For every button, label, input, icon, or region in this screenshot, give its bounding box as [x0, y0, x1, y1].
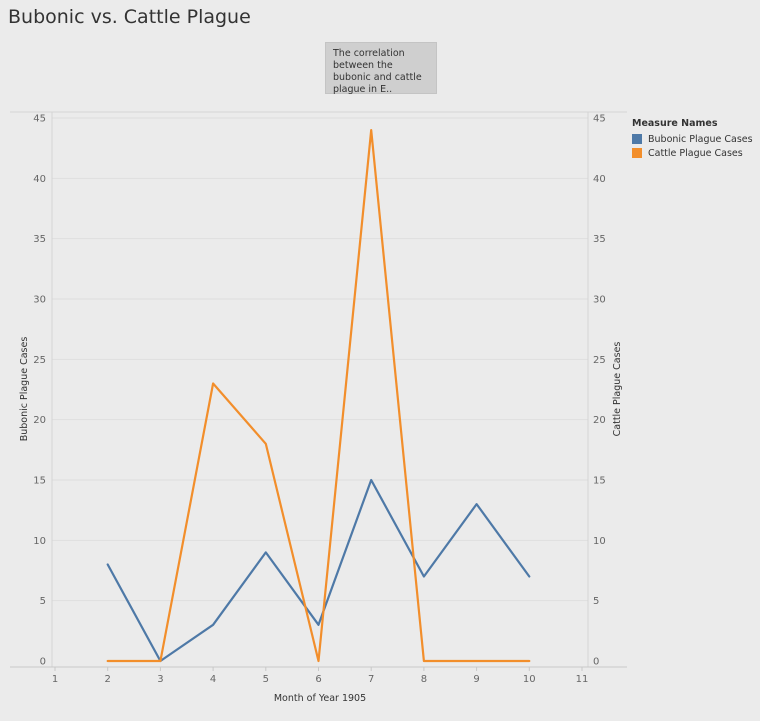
y-tick-left-40: 40 [33, 174, 46, 185]
data-point-cattle-5[interactable] [263, 441, 268, 446]
legend-item-bubonic[interactable]: Bubonic Plague Cases [632, 132, 753, 146]
x-tick-7: 7 [368, 674, 374, 685]
data-point-cattle-8[interactable] [421, 659, 426, 664]
data-point-bubonic-2[interactable] [105, 562, 110, 567]
data-point-cattle-4[interactable] [211, 381, 216, 386]
data-point-cattle-3[interactable] [158, 659, 163, 664]
y-tick-left-25: 25 [33, 355, 46, 366]
series-lines [105, 128, 532, 664]
data-point-cattle-2[interactable] [105, 659, 110, 664]
y-tick-left-5: 5 [40, 596, 46, 607]
x-tick-8: 8 [421, 674, 427, 685]
y-tick-right-20: 20 [593, 415, 606, 426]
x-axis-title: Month of Year 1905 [274, 693, 366, 704]
y-tick-left-45: 45 [33, 114, 46, 125]
y-tick-right-40: 40 [593, 174, 606, 185]
y-tick-left-10: 10 [33, 536, 46, 547]
data-point-bubonic-10[interactable] [527, 574, 532, 579]
x-tick-1: 1 [52, 674, 58, 685]
y-tick-left-35: 35 [33, 234, 46, 245]
y-tick-right-5: 5 [593, 596, 599, 607]
data-point-cattle-10[interactable] [527, 659, 532, 664]
data-point-cattle-6[interactable] [316, 659, 321, 664]
legend-label-cattle: Cattle Plague Cases [648, 147, 743, 159]
data-point-bubonic-4[interactable] [211, 622, 216, 627]
y-axis-title-right: Cattle Plague Cases [612, 342, 623, 437]
y-tick-right-25: 25 [593, 355, 606, 366]
x-tick-4: 4 [210, 674, 216, 685]
legend-title: Measure Names [632, 118, 718, 129]
y-tick-right-0: 0 [593, 657, 599, 668]
y-tick-right-30: 30 [593, 295, 606, 306]
legend-swatch-cattle [632, 148, 642, 158]
y-tick-left-30: 30 [33, 295, 46, 306]
data-point-cattle-7[interactable] [369, 128, 374, 133]
legend-swatch-bubonic [632, 134, 642, 144]
y-tick-left-0: 0 [40, 657, 46, 668]
x-tick-11: 11 [576, 674, 589, 685]
legend-label-bubonic: Bubonic Plague Cases [648, 133, 753, 145]
y-tick-right-15: 15 [593, 476, 606, 487]
x-tick-6: 6 [315, 674, 321, 685]
data-point-bubonic-5[interactable] [263, 550, 268, 555]
y-tick-left-20: 20 [33, 415, 46, 426]
y-axis-title-left: Bubonic Plague Cases [19, 337, 30, 442]
gridlines [52, 117, 588, 602]
x-tick-2: 2 [105, 674, 111, 685]
tooltip-annotation: The correlation between the bubonic and … [325, 42, 437, 95]
x-tick-5: 5 [263, 674, 269, 685]
y-tick-left-15: 15 [33, 476, 46, 487]
series-line-cattle[interactable] [106, 129, 531, 663]
legend: Measure Names Bubonic Plague Cases Cattl… [632, 118, 753, 160]
y-tick-right-10: 10 [593, 536, 606, 547]
x-tick-10: 10 [523, 674, 536, 685]
data-point-cattle-9[interactable] [474, 659, 479, 664]
data-point-bubonic-7[interactable] [369, 478, 374, 483]
y-tick-right-45: 45 [593, 114, 606, 125]
x-tick-3: 3 [157, 674, 163, 685]
data-point-bubonic-8[interactable] [421, 574, 426, 579]
chart-title: Bubonic vs. Cattle Plague [8, 6, 251, 28]
x-tick-9: 9 [473, 674, 479, 685]
legend-item-cattle[interactable]: Cattle Plague Cases [632, 146, 753, 160]
data-point-bubonic-6[interactable] [316, 622, 321, 627]
series-line-bubonic[interactable] [106, 478, 531, 663]
data-point-bubonic-9[interactable] [474, 502, 479, 507]
y-tick-right-35: 35 [593, 234, 606, 245]
